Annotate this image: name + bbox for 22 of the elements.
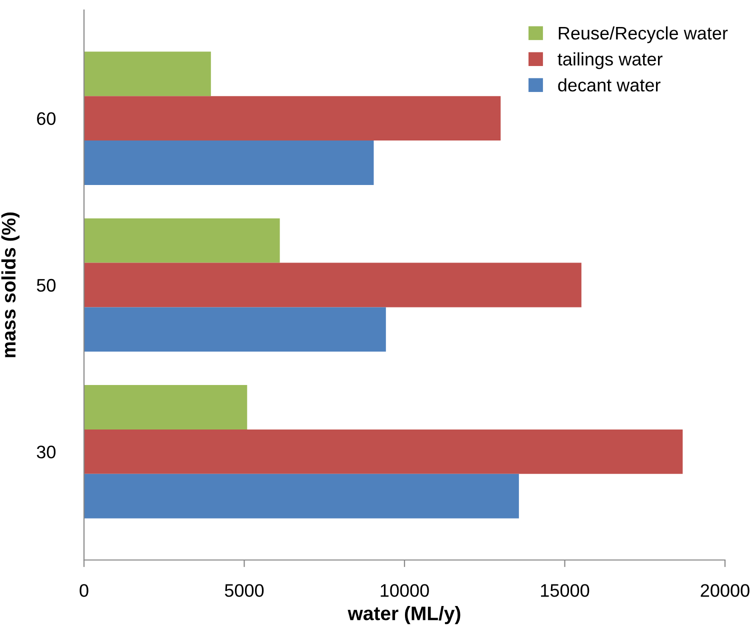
bar (84, 218, 280, 263)
y-tick-label: 60 (37, 112, 56, 126)
bar (84, 96, 501, 141)
x-tick-label: 20000 (700, 584, 750, 597)
y-tick-label: 50 (36, 278, 56, 292)
y-axis-title: mass solids (%) (1, 212, 20, 358)
x-tick-label: 5000 (224, 584, 264, 597)
legend-label: tailings water (558, 52, 662, 70)
bar (84, 52, 211, 96)
legend-label: decant water (558, 78, 660, 92)
bar (84, 385, 248, 430)
x-tick-label: 10000 (380, 584, 429, 597)
bar (84, 140, 374, 185)
bar (84, 262, 582, 308)
x-tick-label: 0 (80, 584, 88, 597)
bar (84, 429, 683, 474)
bar (84, 307, 386, 352)
x-tick-label: 15000 (541, 584, 590, 597)
bar (84, 474, 519, 518)
y-tick-label: 30 (36, 446, 56, 458)
x-axis-title: water (ML/y) (348, 606, 460, 624)
legend-label: Reuse/Recycle water (558, 26, 728, 44)
